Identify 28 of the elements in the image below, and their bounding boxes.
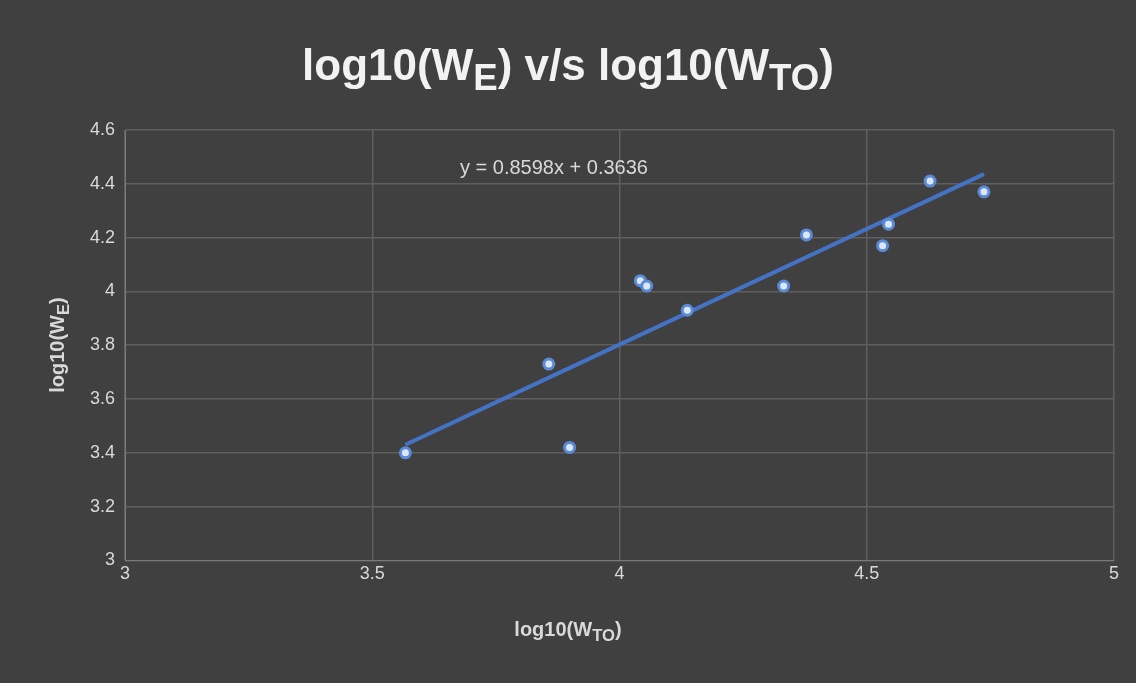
x-tick-label: 4.5 — [854, 563, 880, 584]
point — [923, 174, 937, 188]
y-tick-label: 3 — [105, 549, 116, 570]
point — [563, 440, 577, 454]
point — [882, 217, 896, 231]
point — [799, 228, 813, 242]
y-tick-label: 4 — [105, 280, 116, 301]
y-tick-label: 3.2 — [89, 495, 116, 516]
x-tick-label: 3 — [120, 563, 131, 584]
y-tick-label: 3.4 — [89, 441, 116, 462]
x-axis-title: log10(W$_{TO}$) — [513, 618, 623, 646]
chart-title: log10(W$_{E}$) v/s log10(W$_{TO}$) — [301, 40, 835, 99]
annotation: y = 0.8598x + 0.3636 — [460, 156, 648, 179]
y-tick-label: 3.6 — [89, 387, 116, 408]
y-tick-label: 4.2 — [89, 226, 116, 247]
y-tick-label: 4.4 — [89, 172, 116, 193]
point — [542, 357, 556, 371]
y-tick-label: 3.8 — [89, 334, 116, 355]
x-tick-label: 4 — [614, 563, 625, 584]
point — [640, 279, 654, 293]
point — [680, 303, 694, 317]
point — [977, 185, 991, 199]
point — [876, 239, 890, 253]
y-tick-label: 4.6 — [89, 118, 116, 139]
x-tick-label: 5 — [1108, 563, 1120, 584]
point — [398, 446, 412, 460]
x-tick-label: 3.5 — [359, 563, 385, 584]
point — [777, 279, 791, 293]
